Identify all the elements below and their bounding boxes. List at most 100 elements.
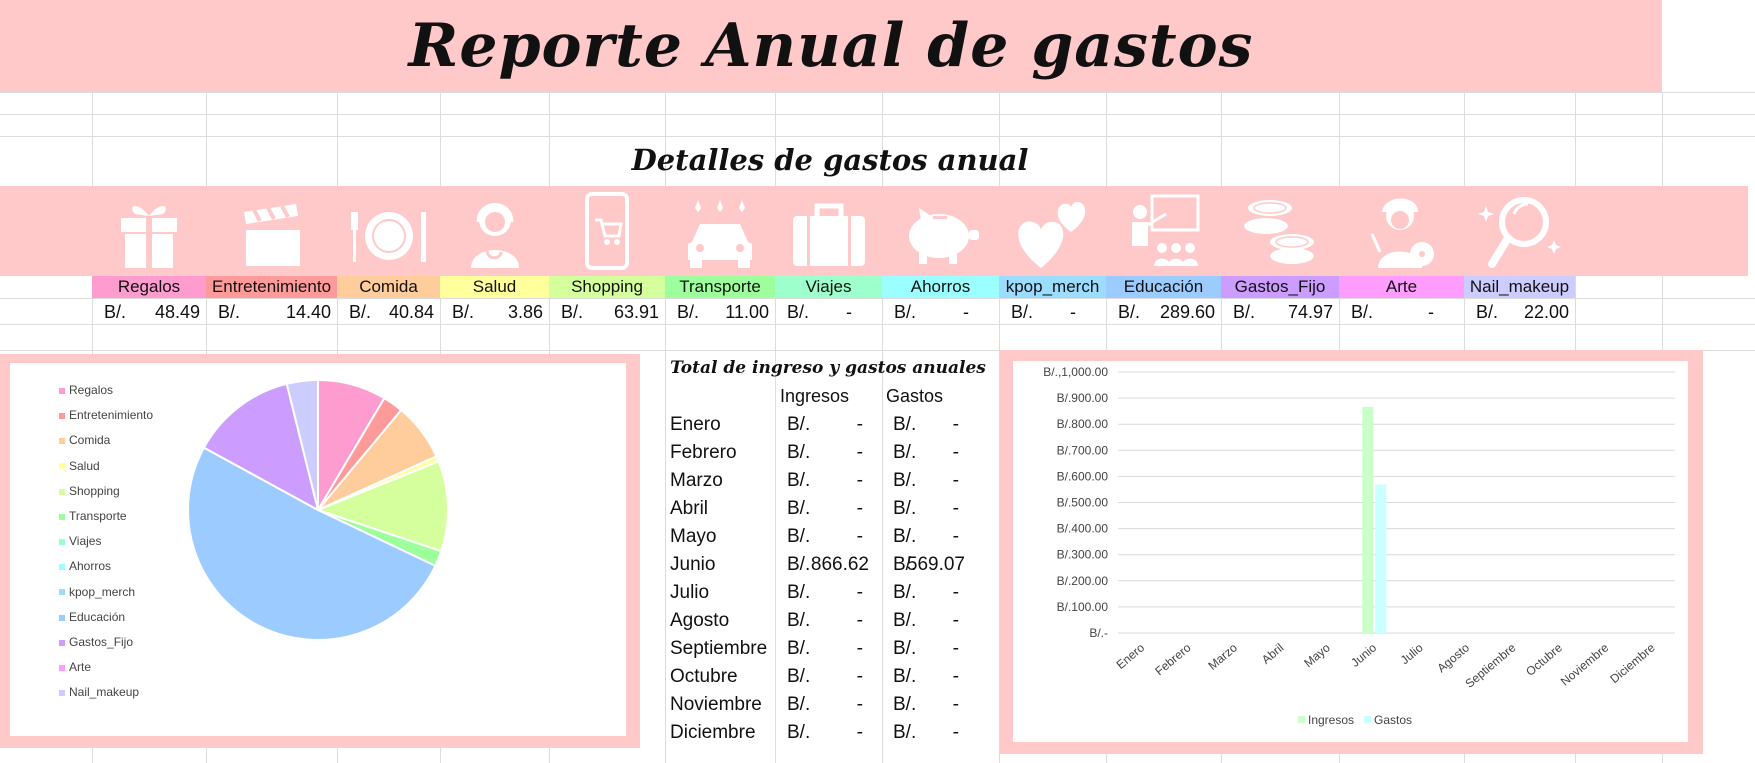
category-value: B/. - (882, 300, 999, 324)
pie-legend-item: Entretenimiento (59, 408, 153, 426)
table-expense-cell: B/. - (893, 470, 965, 494)
coins-icon (1230, 190, 1330, 270)
pie-slice-shopping (315, 460, 449, 553)
currency-symbol: B/. (349, 302, 372, 322)
y-tick-label: B/.,1,000.00 (1043, 365, 1108, 379)
table-amount: 569.07 (906, 554, 965, 575)
currency-symbol: B/. (677, 302, 700, 322)
legend-swatch (1298, 716, 1305, 723)
legend-swatch (59, 513, 65, 520)
currency-symbol: B/. (893, 526, 917, 547)
legend-swatch (59, 488, 65, 495)
pie-slice-nail_makeup (285, 378, 319, 511)
pie-legend-item: Transporte (59, 509, 127, 527)
currency-symbol: B/. (561, 302, 584, 322)
hearts-icon (1003, 190, 1103, 270)
currency-symbol: B/. (787, 554, 811, 575)
y-tick-label: B/.300.00 (1057, 548, 1109, 562)
table-income-cell: B/. - (787, 610, 869, 634)
legend-swatch (59, 438, 65, 445)
category-amount: - (1070, 302, 1076, 322)
suitcase-icon (779, 190, 879, 270)
table-amount: - (856, 470, 863, 491)
currency-symbol: B/. (787, 498, 811, 519)
category-amount: 289.60 (1159, 302, 1215, 322)
currency-symbol: B/. (787, 694, 811, 715)
x-tick-label: Marzo (1205, 640, 1240, 672)
category-amount: 3.86 (507, 302, 543, 322)
legend-swatch (59, 665, 65, 672)
bar-ingresos-junio (1362, 406, 1374, 633)
legend-label: Ahorros (69, 559, 112, 574)
currency-symbol: B/. (893, 554, 917, 575)
title-banner (0, 0, 1662, 92)
table-expense-cell: B/. - (893, 414, 965, 438)
table-amount: - (952, 610, 959, 631)
y-tick-label: B/.- (1089, 626, 1108, 640)
currency-symbol: B/. (452, 302, 475, 322)
table-income-cell: B/. - (787, 414, 869, 438)
legend-label: Entretenimiento (69, 408, 154, 423)
table-amount: - (856, 638, 863, 659)
table-month: Enero (670, 414, 721, 435)
phone-cart-icon (557, 190, 657, 270)
x-tick-label: Diciembre (1607, 640, 1658, 686)
table-amount: - (952, 526, 959, 547)
category-label: Transporte (665, 276, 775, 298)
table-expense-cell: B/. - (893, 666, 965, 690)
x-tick-label: Junio (1348, 640, 1379, 669)
legend-label: Salud (69, 458, 100, 473)
table-month: Septiembre (670, 638, 768, 659)
currency-symbol: B/. (893, 722, 917, 743)
table-month: Febrero (670, 442, 737, 463)
x-tick-label: Octubre (1523, 640, 1565, 678)
category-amount: 74.97 (1287, 302, 1333, 322)
table-income-cell: B/. - (787, 498, 869, 522)
table-income-cell: B/. - (787, 666, 869, 690)
x-tick-label: Abril (1259, 641, 1286, 667)
category-label: Nail_makeup (1464, 276, 1575, 298)
table-month: Diciembre (670, 722, 756, 743)
bar-chart: B/.- B/.100.00 B/.200.00 B/.300.00 B/.400.00… (1043, 365, 1675, 727)
category-value: B/. - (775, 300, 882, 324)
bar-gastos-junio (1375, 484, 1387, 633)
pie-legend-item: Nail_makeup (59, 685, 139, 703)
table-amount: - (856, 666, 863, 687)
currency-symbol: B/. (1476, 302, 1499, 322)
category-amount: - (846, 302, 852, 322)
category-value: B/. 11.00 (665, 300, 775, 324)
category-label: kpop_merch (999, 276, 1106, 298)
table-expense-cell: B/. - (893, 638, 965, 662)
currency-symbol: B/. (787, 526, 811, 547)
pie-legend-item: Salud (59, 459, 100, 477)
category-value: B/. 22.00 (1464, 300, 1575, 324)
table-amount: - (952, 582, 959, 603)
table-income-cell: B/. 866.62 (787, 554, 869, 578)
y-tick-label: B/.200.00 (1057, 574, 1109, 588)
category-value: B/. - (1339, 300, 1464, 324)
category-amount: - (963, 302, 969, 322)
legend-swatch (59, 387, 65, 394)
pie-legend-item: Comida (59, 433, 110, 451)
section-subtitle: Detalles de gastos anual (631, 143, 1029, 177)
category-value: B/. 40.84 (337, 300, 440, 324)
currency-symbol: B/. (1351, 302, 1374, 322)
currency-symbol: B/. (893, 694, 917, 715)
category-value: B/. 63.91 (549, 300, 665, 324)
legend-label: Transporte (69, 509, 127, 523)
table-income-cell: B/. - (787, 694, 869, 718)
legend-swatch (59, 463, 65, 470)
currency-symbol: B/. (893, 414, 917, 435)
table-amount: - (856, 694, 863, 715)
currency-symbol: B/. (787, 638, 811, 659)
table-month: Junio (670, 554, 716, 575)
table-amount: - (952, 694, 959, 715)
pie-chart (186, 378, 449, 641)
table-amount: - (952, 470, 959, 491)
table-expense-cell: B/. - (893, 526, 965, 550)
legend-swatch (59, 589, 65, 596)
currency-symbol: B/. (787, 722, 811, 743)
category-label: Comida (337, 276, 440, 298)
table-amount: 866.62 (810, 554, 869, 575)
table-amount: - (952, 666, 959, 687)
